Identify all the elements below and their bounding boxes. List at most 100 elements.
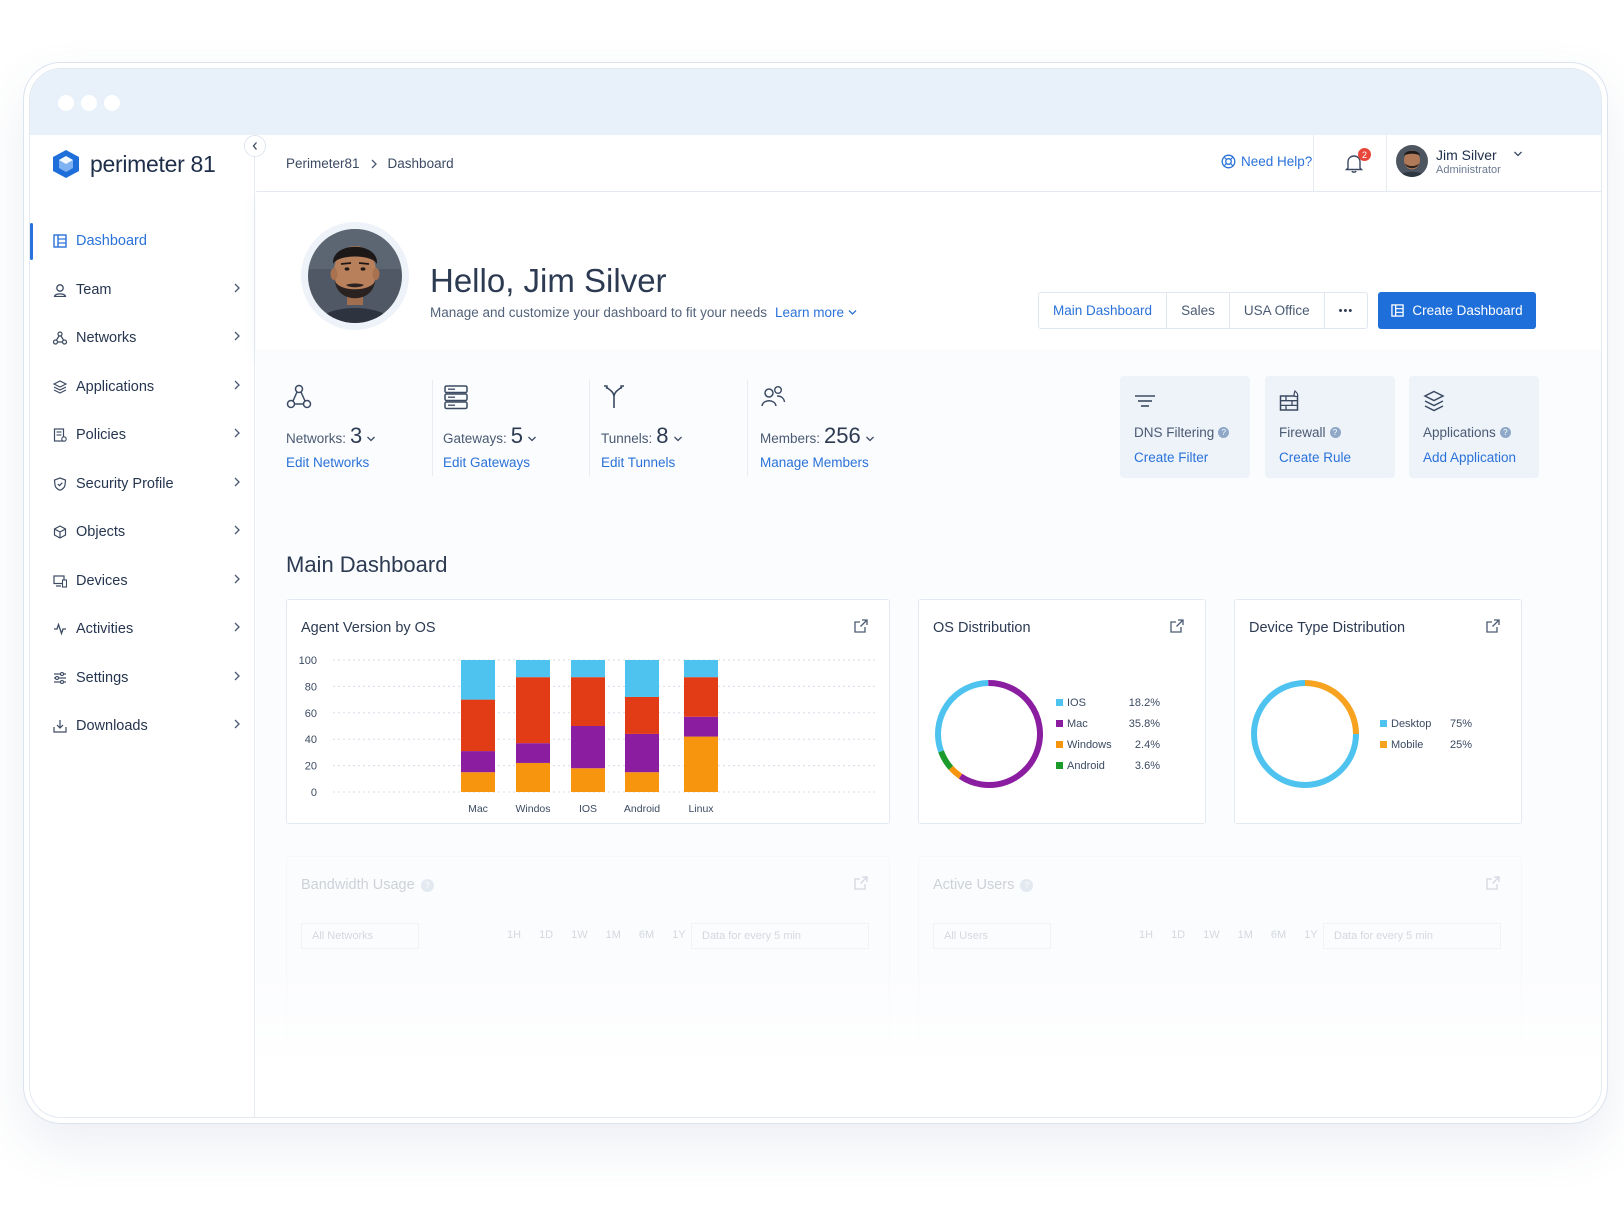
sidebar-item-applications[interactable]: Applications [30,363,255,412]
chevron-down-icon[interactable] [527,435,537,443]
network-filter-select[interactable]: All Networks [301,923,419,949]
external-link-icon[interactable] [1485,618,1501,634]
bar-segment[interactable] [516,660,550,678]
bar-segment[interactable] [461,660,495,700]
help-circle-icon[interactable]: ? [1329,427,1341,438]
edit-tunnels-link[interactable]: Edit Tunnels [601,455,676,470]
edit-networks-link[interactable]: Edit Networks [286,455,370,470]
quick-card-dns-filtering[interactable]: DNS Filtering ? Create Filter [1120,376,1250,478]
bar-segment[interactable] [571,677,605,726]
range-1w[interactable]: 1W [1203,929,1220,941]
breadcrumb-root[interactable]: Perimeter81 [286,156,360,171]
sidebar-item-activities[interactable]: Activities [30,605,255,654]
add-application-link[interactable]: Add Application [1423,450,1517,465]
bar-segment[interactable] [571,726,605,769]
donut-slice[interactable] [958,680,1043,788]
sidebar-item-dashboard[interactable]: Dashboard [30,217,255,266]
window-dot-minimize[interactable] [81,95,97,111]
bar-segment[interactable] [516,762,550,792]
bar-segment[interactable] [625,660,659,697]
donut-slice[interactable] [948,765,963,779]
donut-slice[interactable] [938,750,954,770]
window-dot-maximize[interactable] [104,95,120,111]
bar-segment[interactable] [684,660,718,678]
bar-segment[interactable] [516,677,550,744]
help-circle-icon[interactable]: ? [1218,427,1230,438]
help-circle-icon[interactable]: ? [1499,427,1511,438]
range-1w[interactable]: 1W [571,929,588,941]
quick-card-firewall[interactable]: Firewall ? Create Rule [1265,376,1395,478]
external-link-icon[interactable] [1169,618,1185,634]
sidebar-item-settings[interactable]: Settings [30,654,255,703]
bell-icon[interactable] [1343,152,1365,174]
edit-gateways-link[interactable]: Edit Gateways [443,455,531,470]
sidebar-item-security-profile[interactable]: Security Profile [30,460,255,509]
create-rule-link[interactable]: Create Rule [1279,450,1352,465]
chevron-down-icon [848,310,857,315]
need-help-link[interactable]: Need Help? [1221,154,1312,169]
sidebar-item-objects[interactable]: Objects [30,508,255,557]
quick-card-applications[interactable]: Applications ? Add Application [1409,376,1539,478]
create-filter-link[interactable]: Create Filter [1134,450,1209,465]
range-1h[interactable]: 1H [1139,929,1154,941]
sidebar-item-networks[interactable]: Networks [30,314,255,363]
interval-select[interactable]: Data for every 5 min [1323,923,1501,949]
sidebar-item-devices[interactable]: Devices [30,557,255,606]
brand-logo[interactable]: perimeter 81 [52,149,216,179]
bar-segment[interactable] [461,772,495,792]
collapse-sidebar-button[interactable] [244,135,266,157]
legend-label: Mac [1067,717,1088,730]
range-6m[interactable]: 6M [1270,929,1287,941]
tab-main-dashboard[interactable]: Main Dashboard [1039,293,1168,328]
user-menu[interactable]: Jim Silver Administrator [1396,145,1523,177]
stat-members: Members: 256 Manage Members [760,384,875,470]
range-6m[interactable]: 6M [638,929,655,941]
external-link-icon[interactable] [1485,875,1501,891]
bar-segment[interactable] [625,772,659,792]
donut-slice[interactable] [1251,680,1359,788]
bar-segment[interactable] [461,751,495,773]
sidebar-item-policies[interactable]: Policies [30,411,255,460]
learn-more-link[interactable]: Learn more [775,305,857,320]
donut-slice[interactable] [935,680,989,753]
help-circle-icon[interactable]: ? [420,878,434,892]
range-1m[interactable]: 1M [605,929,621,941]
chevron-down-icon[interactable] [865,435,875,443]
bar-segment[interactable] [461,699,495,752]
chevron-down-icon[interactable] [366,435,376,443]
range-1y[interactable]: 1Y [672,929,686,941]
sidebar-item-team[interactable]: Team [30,266,255,315]
window-dot-close[interactable] [58,95,74,111]
range-1d[interactable]: 1D [539,929,554,941]
bar-segment[interactable] [684,677,718,717]
bar-segment[interactable] [625,733,659,773]
bar-segment[interactable] [571,768,605,792]
bar-segment[interactable] [571,660,605,678]
range-1y[interactable]: 1Y [1304,929,1318,941]
user-filter-select[interactable]: All Users [933,923,1051,949]
external-link-icon[interactable] [853,875,869,891]
create-dashboard-label: Create Dashboard [1412,303,1523,318]
sidebar-item-label: Dashboard [76,233,147,250]
interval-select[interactable]: Data for every 5 min [691,923,869,949]
fade-overlay [256,970,1601,1117]
bar-segment[interactable] [516,743,550,763]
sidebar-item-downloads[interactable]: Downloads [30,702,255,751]
help-circle-icon[interactable]: ? [1020,878,1034,892]
bar-segment[interactable] [684,716,718,737]
tab-sales[interactable]: Sales [1167,293,1230,328]
more-tabs-button[interactable]: ••• [1338,304,1354,317]
chevron-down-icon[interactable] [673,435,683,443]
range-1m[interactable]: 1M [1237,929,1253,941]
tab-usa-office[interactable]: USA Office [1230,293,1325,328]
range-1h[interactable]: 1H [507,929,522,941]
range-1d[interactable]: 1D [1171,929,1186,941]
donut-slice[interactable] [1304,680,1359,735]
manage-members-link[interactable]: Manage Members [760,455,869,470]
external-link-icon[interactable] [853,618,869,634]
bar-segment[interactable] [625,696,659,734]
bar-segment[interactable] [684,736,718,792]
page-title: Hello, Jim Silver [430,262,667,299]
top-bar: Perimeter81 Dashboard Need Help? 2 [256,135,1601,192]
create-dashboard-button[interactable]: Create Dashboard [1378,292,1536,329]
